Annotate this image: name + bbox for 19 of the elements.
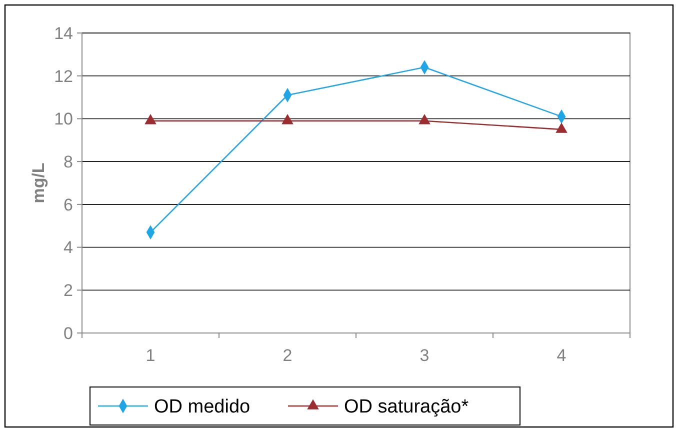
point	[418, 114, 430, 124]
y-tick-label: 14	[54, 24, 73, 43]
y-tick-label: 4	[64, 238, 73, 258]
y-tick-label: 0	[64, 324, 73, 343]
x-tick-label: 4	[556, 346, 566, 365]
y-tick-label: 10	[54, 110, 73, 129]
point	[556, 122, 568, 133]
y-tick-label: 12	[54, 66, 73, 86]
y-tick-label: 2	[64, 281, 73, 300]
y-tick-label: 8	[64, 152, 73, 172]
x-tick-label: 3	[420, 346, 430, 365]
legend-label: OD saturação*	[344, 396, 470, 418]
point	[282, 114, 294, 124]
point	[144, 114, 156, 124]
y-axis-title: mg/L	[29, 162, 48, 204]
legend-label: OD medido	[154, 396, 250, 418]
x-tick-label: 1	[146, 346, 156, 365]
x-tick-label: 2	[282, 346, 292, 365]
y-tick-label: 6	[64, 195, 73, 214]
